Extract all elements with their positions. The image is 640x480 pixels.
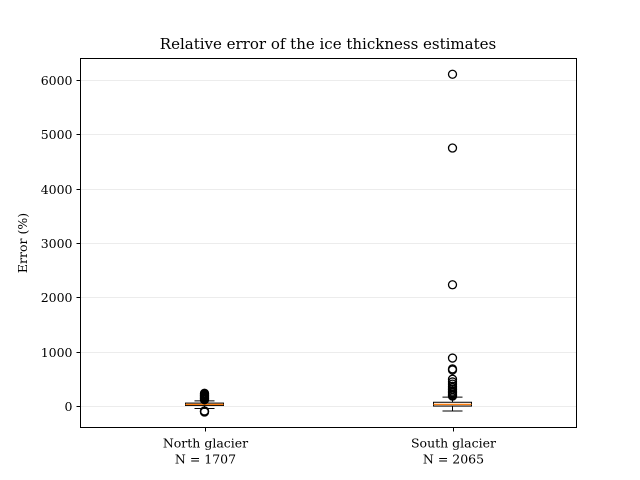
x-tick-label: South glacier xyxy=(411,436,496,451)
outlier-point xyxy=(447,143,458,153)
chart-title: Relative error of the ice thickness esti… xyxy=(160,35,496,53)
outlier-point xyxy=(447,377,458,387)
outlier-point xyxy=(199,388,210,398)
outlier-point xyxy=(447,364,458,374)
y-tick-label: 0 xyxy=(65,399,73,414)
y-tick-label: 6000 xyxy=(41,73,73,88)
outlier-point xyxy=(447,374,458,384)
plot-frame xyxy=(80,58,577,428)
y-tick-label: 3000 xyxy=(41,236,73,251)
y-grid xyxy=(80,80,577,407)
box-group xyxy=(185,388,224,417)
y-axis-label: Error (%) xyxy=(15,213,30,273)
y-axis-ticks: 0 1000 2000 3000 4000 5000 6000 xyxy=(41,73,81,414)
outlier-point xyxy=(447,69,458,79)
y-tick-label: 5000 xyxy=(41,127,73,142)
y-tick-label: 2000 xyxy=(41,290,73,305)
y-tick-label: 1000 xyxy=(41,345,73,360)
outlier-point xyxy=(447,353,458,363)
box-series xyxy=(185,69,472,417)
box-group xyxy=(433,69,472,412)
y-tick-label: 4000 xyxy=(41,182,73,197)
outlier-point xyxy=(199,406,210,416)
x-tick-label: North glacier xyxy=(163,436,248,451)
x-tick-sublabel: N = 1707 xyxy=(175,452,236,467)
x-tick-sublabel: N = 2065 xyxy=(423,452,484,467)
outlier-point xyxy=(447,280,458,290)
